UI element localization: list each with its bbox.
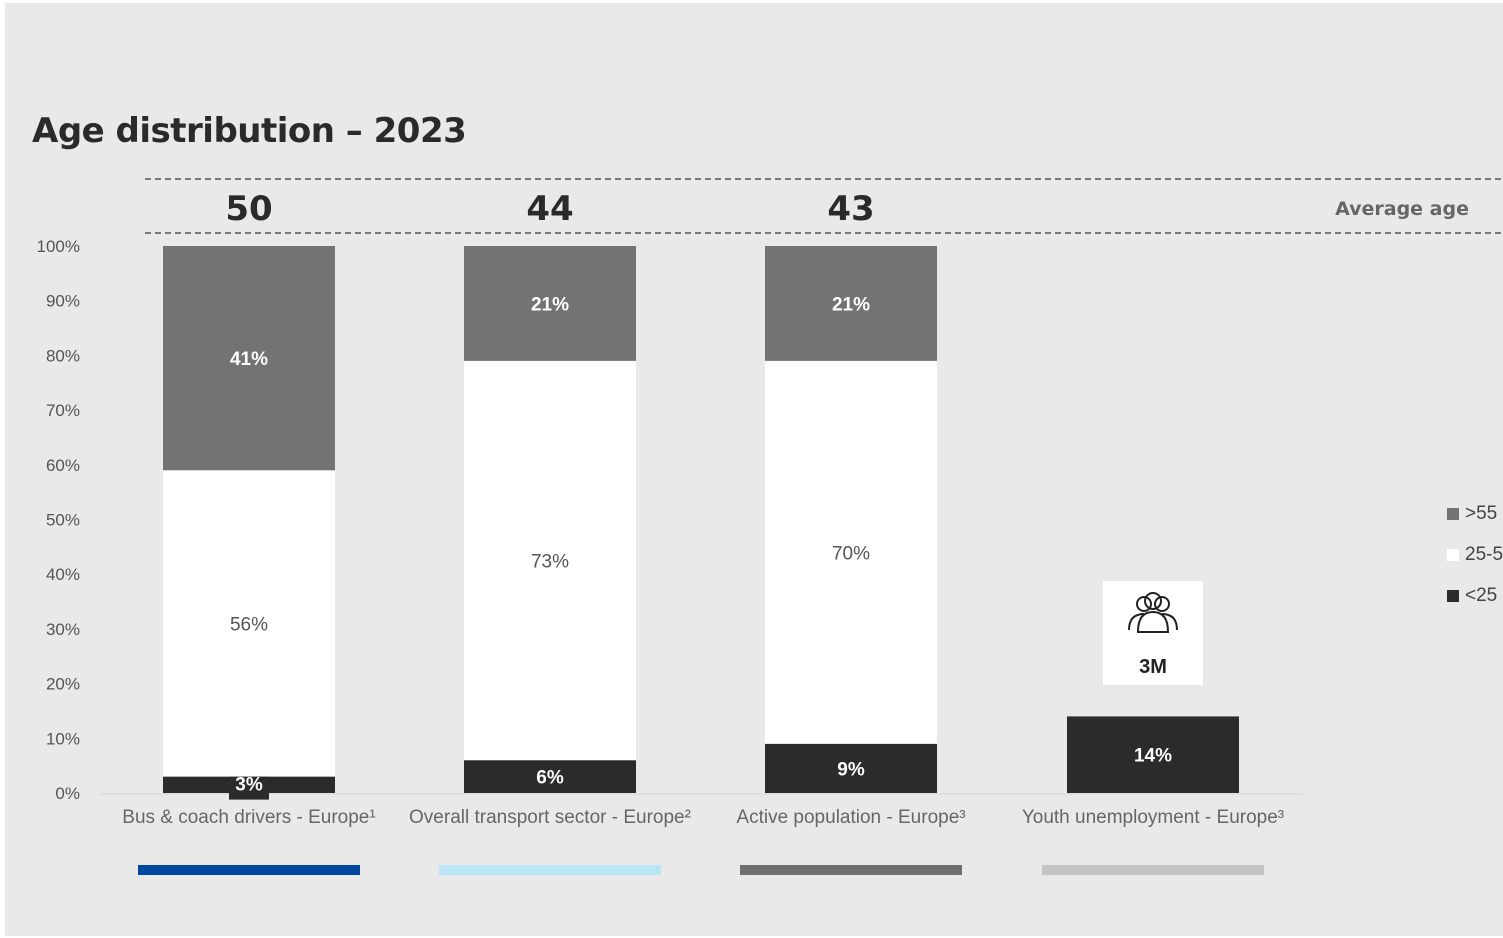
bar-data-label: 21% (832, 294, 870, 315)
average-age-label: Average age (1335, 198, 1469, 220)
bar-segment (765, 743, 937, 793)
bar-segment (464, 360, 636, 761)
y-tick-label: 20% (46, 675, 80, 694)
y-tick-label: 70% (46, 401, 80, 420)
legend-item: <25 (1447, 575, 1503, 616)
bar-segment (765, 246, 937, 361)
x-category-label: Active population - Europe³ (736, 807, 965, 828)
bar-segment (1067, 716, 1239, 793)
y-tick-label: 60% (46, 456, 80, 475)
bar-segment (464, 246, 636, 361)
bar-data-label: 21% (531, 294, 569, 315)
bar-data-label: 56% (230, 614, 268, 635)
y-tick-label: 80% (46, 346, 80, 365)
legend-item: 25-55 (1447, 534, 1503, 575)
average-age-value: 43 (827, 189, 874, 229)
callout-value: 3M (1139, 656, 1167, 678)
legend-swatch (1447, 507, 1459, 520)
x-category-label: Bus & coach drivers - Europe¹ (122, 807, 375, 828)
bar-data-label: 6% (536, 768, 564, 789)
bar-data-label: 73% (531, 552, 569, 573)
category-underline (439, 865, 661, 875)
legend-label: >55 (1465, 502, 1498, 524)
bar-data-label: 14% (1134, 746, 1172, 767)
legend-swatch (1447, 589, 1459, 602)
legend-label: <25 (1465, 584, 1498, 606)
legend-item: >55 (1447, 493, 1503, 534)
average-age-value: 50 (225, 189, 272, 229)
bar-segment (163, 246, 335, 471)
people-group-icon (1128, 592, 1178, 633)
y-tick-label: 30% (46, 620, 80, 639)
average-age-value: 44 (526, 189, 573, 229)
bar-data-label: 3% (235, 775, 263, 796)
category-underline (138, 865, 360, 875)
y-tick-label: 0% (55, 784, 80, 803)
category-underline (740, 865, 962, 875)
bar-segment (163, 470, 335, 777)
y-tick-label: 90% (46, 292, 80, 311)
chart-frame: Age distribution – 2023 Average age 0% 10%… (5, 3, 1503, 936)
bar-data-label: 9% (837, 759, 865, 780)
legend-label: 25-55 (1465, 543, 1503, 565)
bar-data-label: 41% (230, 349, 268, 370)
x-category-label: Youth unemployment - Europe³ (1022, 807, 1284, 828)
x-category-label: Overall transport sector - Europe² (409, 807, 691, 828)
legend: >55 25-55 <25 (1447, 493, 1503, 616)
y-tick-label: 50% (46, 511, 80, 530)
bar-segment (464, 760, 636, 793)
category-underline (1042, 865, 1264, 875)
bar-data-label: 70% (832, 543, 870, 564)
chart-title: Age distribution – 2023 (32, 111, 467, 151)
y-tick-label: 10% (46, 729, 80, 748)
y-tick-label: 40% (46, 565, 80, 584)
bar-segment (765, 360, 937, 744)
legend-swatch (1447, 548, 1459, 561)
y-tick-label: 100% (37, 237, 80, 256)
stacked-bar-chart: Average age 0% 10% 20% 30% 40% 50% 60% 70% 80% 90%… (37, 178, 1503, 875)
